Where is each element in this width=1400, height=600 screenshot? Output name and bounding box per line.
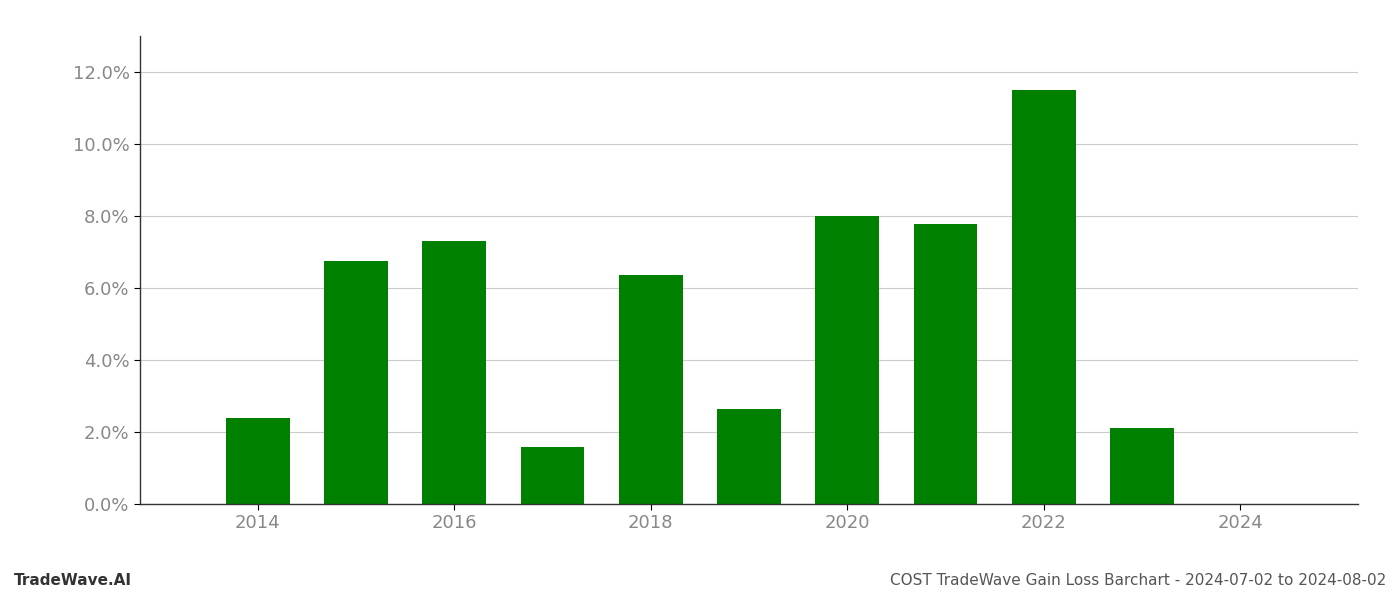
Bar xyxy=(1110,428,1173,504)
Bar xyxy=(914,224,977,504)
Text: TradeWave.AI: TradeWave.AI xyxy=(14,573,132,588)
Text: COST TradeWave Gain Loss Barchart - 2024-07-02 to 2024-08-02: COST TradeWave Gain Loss Barchart - 2024… xyxy=(890,573,1386,588)
Bar xyxy=(815,216,879,504)
Bar xyxy=(423,241,486,504)
Bar xyxy=(225,418,290,504)
Bar xyxy=(325,261,388,504)
Bar xyxy=(521,447,584,504)
Bar xyxy=(1012,90,1075,504)
Bar xyxy=(619,275,683,504)
Bar xyxy=(717,409,781,504)
